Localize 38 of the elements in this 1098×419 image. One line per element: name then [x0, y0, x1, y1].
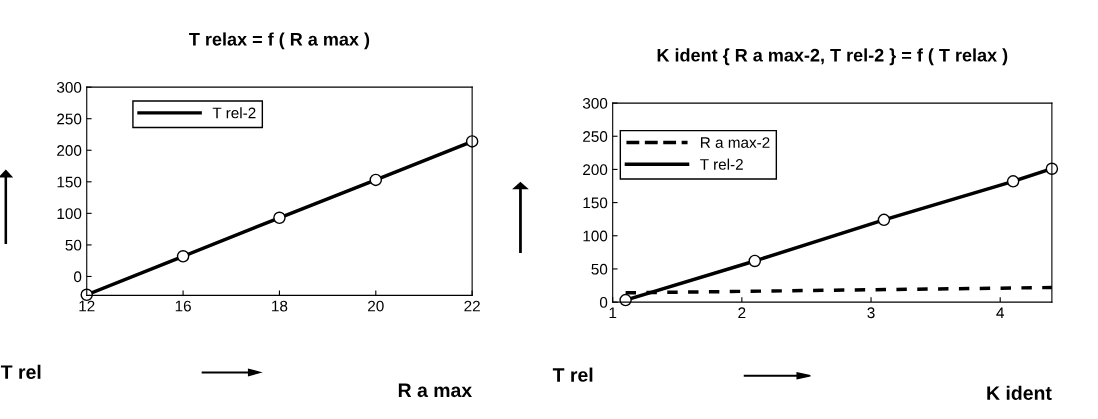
y-tick-label: 50: [591, 263, 608, 275]
y-axis-title: T rel: [0, 364, 41, 380]
y-tick-label: 0: [599, 296, 608, 308]
chart-title: K ident { R a max-2, T rel-2 } = f ( T relax ): [657, 48, 1008, 66]
x-tick-label: 18: [272, 300, 288, 312]
y-tick-label: 150: [57, 176, 82, 188]
x-tick-label: 4: [996, 307, 1005, 319]
x-tick-label: 12: [79, 300, 95, 312]
y-axis-title: T rel: [552, 367, 593, 382]
x-axis-title: R a max: [398, 383, 472, 398]
x-axis-title: K ident: [987, 385, 1052, 400]
point: [1006, 175, 1020, 188]
x-tick-label: 16: [175, 300, 191, 312]
y-tick-label: 200: [57, 145, 82, 156]
y-tick-label: 150: [583, 197, 608, 209]
y-tick-label: 200: [583, 164, 608, 176]
y-tick-label: 0: [73, 271, 82, 283]
x-tick-label: 1: [609, 307, 617, 319]
x-tick-label: 22: [464, 300, 480, 312]
x-tick-label: 20: [368, 300, 384, 312]
y-tick-label: 100: [583, 230, 608, 242]
y-tick-label: 100: [57, 208, 82, 220]
y-tick-label: 250: [583, 131, 608, 142]
point: [176, 250, 190, 263]
point: [369, 173, 383, 187]
legend-label: T rel-2: [700, 158, 743, 170]
x-tick-label: 2: [738, 307, 746, 319]
point: [748, 254, 762, 268]
y-tick-label: 50: [65, 239, 82, 251]
y-tick-label: 300: [582, 97, 608, 109]
chart-title: T relax = f ( R a max ): [189, 32, 370, 50]
x-tick-label: 3: [867, 307, 875, 319]
point: [877, 213, 891, 227]
legend-label: R a max-2: [701, 137, 770, 148]
y-tick-label: 250: [57, 113, 82, 125]
point: [273, 211, 286, 225]
y-tick-label: 300: [56, 82, 82, 93]
legend-label: T rel-2: [212, 107, 256, 119]
